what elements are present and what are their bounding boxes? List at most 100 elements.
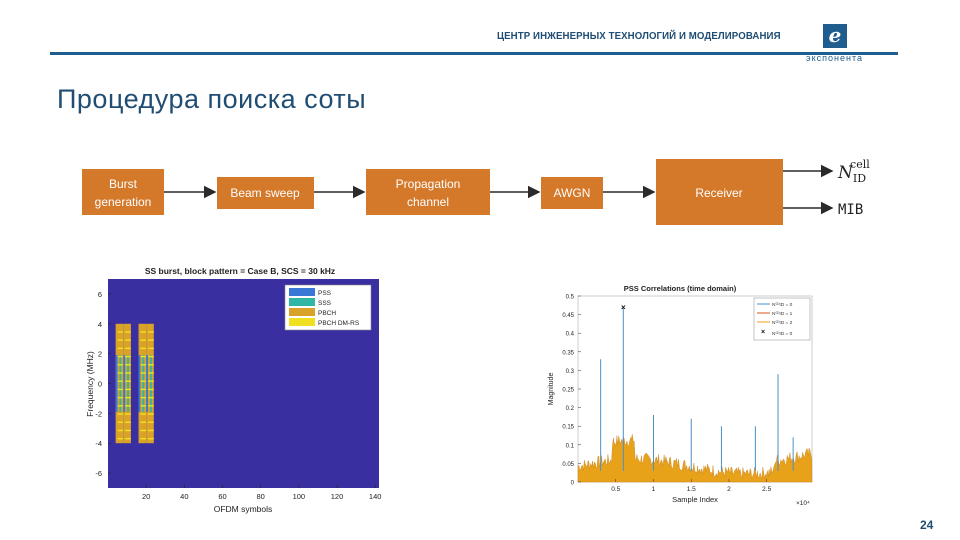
ss-xtick-label-6: 140 xyxy=(369,492,382,501)
ss-block-2-dmrs-6 xyxy=(140,388,147,391)
ss-ytick-label-5: -4 xyxy=(95,439,102,448)
pss-legend: × N⁽²⁾ID = 0 N⁽²⁾ID = 1 N⁽²⁾ID = 2 N⁽²⁾I… xyxy=(753,297,811,341)
pss-x-exponent: ×10⁴ xyxy=(796,500,810,507)
ss-block-3-dmrs-13 xyxy=(148,331,154,333)
ss-block-1-dmrs-5 xyxy=(125,396,131,399)
company-logo-text: экспонента xyxy=(806,53,863,63)
ss-xtick-label-1: 40 xyxy=(180,492,188,501)
ss-block-3-dmrs-0 xyxy=(148,437,154,440)
output-nid-sup: cell xyxy=(850,158,870,171)
ss-block-2-dmrs-11 xyxy=(140,347,147,350)
ss-block-2-dmrs-0 xyxy=(140,437,147,440)
page-number: 24 xyxy=(920,518,934,532)
block-burst-generation xyxy=(82,169,164,215)
pss-ytick-label-2: 0.4 xyxy=(566,332,575,338)
ss-block-2-dmrs-13 xyxy=(140,331,147,333)
ss-ytick-label-0: 6 xyxy=(98,290,102,299)
ss-block-1-dmrs-9 xyxy=(125,364,131,366)
ss-xtick-label-0: 20 xyxy=(142,492,150,501)
ss-block-1-pss xyxy=(123,355,126,412)
pss-ytick-label-0: 0.5 xyxy=(566,295,575,301)
block-propagation-channel xyxy=(366,169,490,215)
output-nid-n: N xyxy=(837,163,854,183)
block-burst-generation-label-2: generation xyxy=(95,195,152,209)
ss-block-3-dmrs-6 xyxy=(148,388,154,391)
block-receiver xyxy=(656,159,783,225)
pss-xtick-label-1: 1 xyxy=(652,486,656,493)
ss-ytick-label-4: -2 xyxy=(95,409,102,418)
company-logo: e xyxy=(823,24,847,48)
block-beam-sweep-label: Beam sweep xyxy=(230,186,300,200)
ss-block-2-dmrs-1 xyxy=(140,429,147,432)
ss-block-3-dmrs-9 xyxy=(148,364,154,366)
pss-ytick-label-6: 0.2 xyxy=(566,406,575,412)
ss-block-0-dmrs-1 xyxy=(117,429,124,432)
block-awgn xyxy=(541,177,603,209)
block-beam-sweep xyxy=(217,177,314,209)
ss-legend-label-pbch: PBCH xyxy=(318,310,336,317)
pss-ytick-label-10: 0 xyxy=(571,481,575,487)
output-nid-sub: ID xyxy=(853,172,866,185)
ss-block-2-pss xyxy=(138,355,141,412)
pss-xtick-label-0: 0.5 xyxy=(611,486,620,493)
ss-ytick-label-3: 0 xyxy=(98,380,102,389)
ss-ytick-label-1: 4 xyxy=(98,320,102,329)
ss-block-1-dmrs-4 xyxy=(125,405,131,407)
ss-block-0-sss xyxy=(119,355,122,412)
ss-block-2-dmrs-9 xyxy=(140,364,147,366)
ss-block-0-dmrs-12 xyxy=(117,339,124,341)
block-receiver-label: Receiver xyxy=(695,186,742,200)
ss-legend-label-pss: PSS xyxy=(318,290,332,297)
ss-block-0-pss xyxy=(115,355,118,412)
ss-block-1-dmrs-10 xyxy=(125,355,131,358)
ss-block-3-dmrs-12 xyxy=(148,339,154,341)
ss-block-0-dmrs-9 xyxy=(117,364,124,366)
ss-block-2-dmrs-10 xyxy=(140,355,147,358)
ss-block-3-dmrs-3 xyxy=(148,413,154,415)
ss-burst-chart: SS burst, block pattern = Case B, SCS = … xyxy=(85,266,381,514)
ss-block-0-dmrs-6 xyxy=(117,388,124,391)
ss-xtick-label-5: 120 xyxy=(331,492,344,501)
pss-legend-label-1: N⁽²⁾ID = 1 xyxy=(772,311,793,317)
ss-block-0-dmrs-7 xyxy=(117,380,124,382)
ss-block-1-dmrs-7 xyxy=(125,380,131,382)
ss-chart-title: SS burst, block pattern = Case B, SCS = … xyxy=(145,266,335,276)
pss-ytick-label-1: 0.45 xyxy=(562,313,574,319)
ss-block-1-dmrs-0 xyxy=(125,437,131,440)
pss-xtick-label-2: 1.5 xyxy=(687,486,696,493)
pss-legend-label-3: N⁽²⁾ID = 0 xyxy=(772,331,793,337)
pss-ytick-label-5: 0.25 xyxy=(562,388,574,394)
ss-legend: PSS SSS PBCH PBCH DM-RS xyxy=(284,284,372,331)
ss-block-3-dmrs-1 xyxy=(148,429,154,432)
ss-legend-swatch-pss xyxy=(289,288,315,296)
ss-block-1-dmrs-1 xyxy=(125,429,131,432)
ss-legend-swatch-pbch xyxy=(289,308,315,316)
ss-block-0-dmrs-4 xyxy=(117,405,124,407)
pss-xtick-label-3: 2 xyxy=(727,486,731,493)
pss-ytick-label-7: 0.15 xyxy=(562,425,574,431)
block-burst-generation-label-1: Burst xyxy=(109,177,138,191)
ss-block-1-dmrs-12 xyxy=(125,339,131,341)
block-propagation-channel-label-1: Propagation xyxy=(396,177,461,191)
ss-xtick-label-4: 100 xyxy=(293,492,306,501)
ss-block-1-sss xyxy=(127,355,129,412)
ss-block-3-dmrs-4 xyxy=(148,405,154,407)
ss-ytick-label-6: -6 xyxy=(95,469,102,478)
pss-legend-label-2: N⁽²⁾ID = 2 xyxy=(772,320,793,326)
ss-block-0-dmrs-2 xyxy=(117,421,124,423)
ss-block-1-dmrs-6 xyxy=(125,388,131,391)
pss-legend-box xyxy=(753,297,811,341)
ss-block-0-dmrs-13 xyxy=(117,331,124,333)
pss-peak-marker: × xyxy=(621,303,626,312)
ss-legend-label-sss: SSS xyxy=(318,300,332,307)
ss-xtick-label-2: 60 xyxy=(218,492,226,501)
ss-block-3-dmrs-5 xyxy=(148,396,154,399)
ss-block-2-dmrs-12 xyxy=(140,339,147,341)
block-propagation-channel-label-2: channel xyxy=(407,195,449,209)
ss-legend-swatch-sss xyxy=(289,298,315,306)
ss-block-2-dmrs-8 xyxy=(140,372,147,374)
ss-block-3-dmrs-8 xyxy=(148,372,154,374)
output-mib: MIB xyxy=(838,202,863,218)
ss-block-2-dmrs-2 xyxy=(140,421,147,423)
